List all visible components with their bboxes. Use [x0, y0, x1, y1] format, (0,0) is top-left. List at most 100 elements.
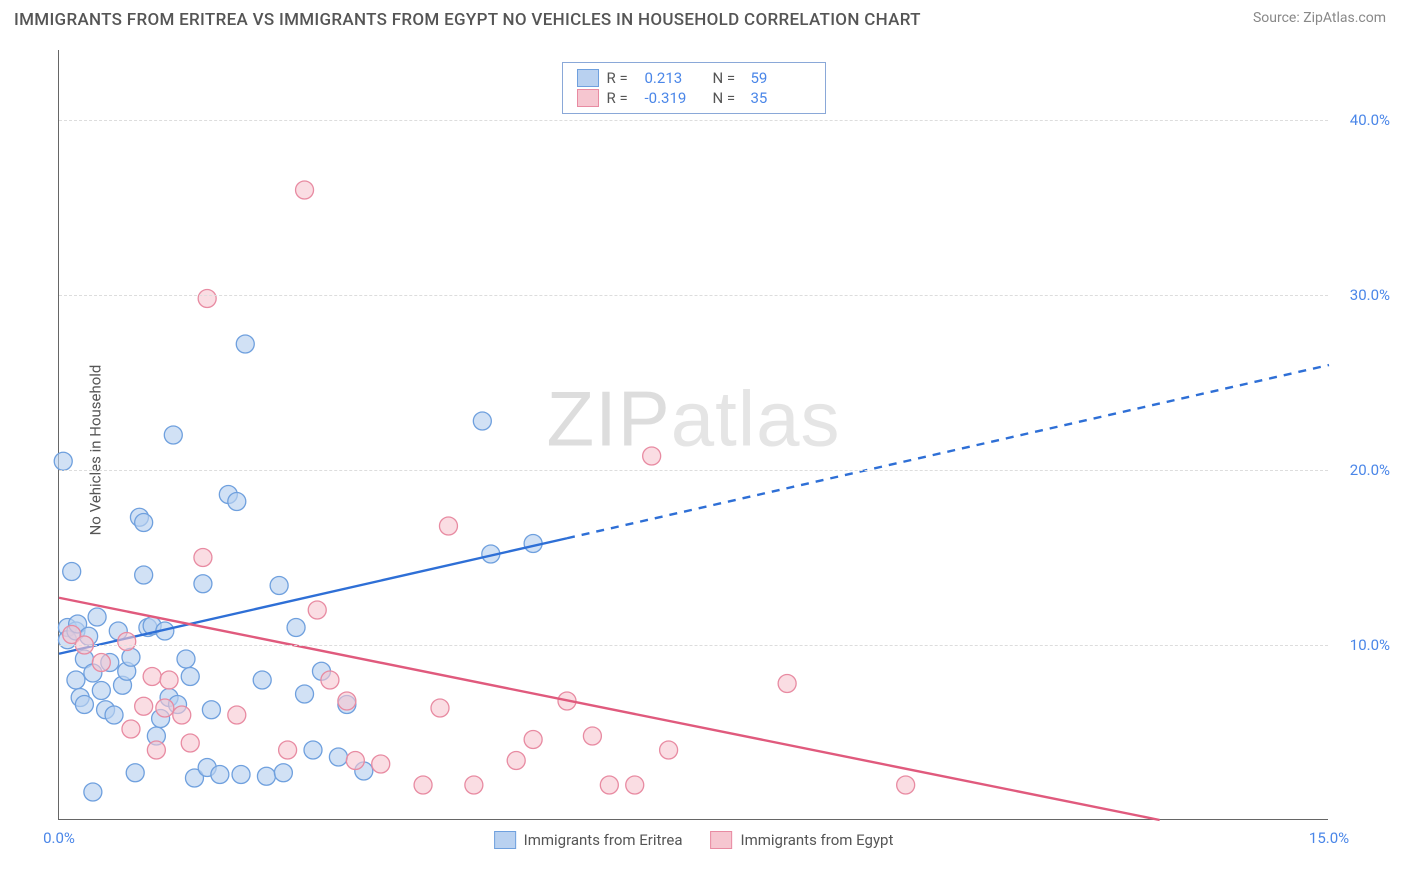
- r-label: R =: [607, 69, 637, 87]
- scatter-point-egypt: [524, 731, 542, 749]
- scatter-point-egypt: [296, 181, 314, 199]
- legend-item-eritrea: Immigrants from Eritrea: [494, 831, 683, 849]
- n-value-eritrea: 59: [751, 69, 811, 87]
- r-value-eritrea: 0.213: [645, 69, 705, 87]
- swatch-egypt: [577, 89, 599, 107]
- scatter-point-egypt: [346, 752, 364, 770]
- scatter-point-egypt: [507, 752, 525, 770]
- scatter-point-egypt: [173, 706, 191, 724]
- scatter-point-eritrea: [105, 706, 123, 724]
- scatter-point-egypt: [279, 741, 297, 759]
- scatter-point-egypt: [439, 517, 457, 535]
- gridline: [59, 295, 1328, 296]
- scatter-point-egypt: [465, 776, 483, 794]
- n-label: N =: [713, 89, 743, 107]
- chart-container: No Vehicles in Household ZIPatlas R = 0.…: [14, 40, 1394, 860]
- y-tick-label: 30.0%: [1350, 286, 1390, 304]
- scatter-point-eritrea: [164, 426, 182, 444]
- scatter-point-eritrea: [287, 619, 305, 637]
- scatter-point-egypt: [228, 706, 246, 724]
- scatter-point-egypt: [321, 671, 339, 689]
- scatter-point-egypt: [897, 776, 915, 794]
- swatch-egypt-bottom: [710, 831, 732, 849]
- scatter-point-egypt: [194, 549, 212, 567]
- scatter-point-eritrea: [304, 741, 322, 759]
- scatter-point-eritrea: [177, 650, 195, 668]
- legend-row-egypt: R = -0.319 N = 35: [577, 89, 811, 107]
- legend-label-eritrea: Immigrants from Eritrea: [524, 831, 683, 849]
- gridline: [59, 645, 1328, 646]
- plot-svg: [59, 50, 1328, 819]
- scatter-point-eritrea: [236, 335, 254, 353]
- y-tick-label: 10.0%: [1350, 636, 1390, 654]
- correlation-legend: R = 0.213 N = 59 R = -0.319 N = 35: [562, 62, 826, 114]
- scatter-point-egypt: [181, 734, 199, 752]
- scatter-point-egypt: [626, 776, 644, 794]
- trend-line-dashed-eritrea: [567, 365, 1329, 538]
- scatter-point-egypt: [643, 447, 661, 465]
- scatter-point-egypt: [198, 290, 216, 308]
- scatter-point-egypt: [372, 755, 390, 773]
- scatter-point-egypt: [660, 741, 678, 759]
- scatter-point-egypt: [308, 601, 326, 619]
- scatter-point-eritrea: [194, 575, 212, 593]
- scatter-point-egypt: [338, 692, 356, 710]
- scatter-point-eritrea: [88, 608, 106, 626]
- n-label: N =: [713, 69, 743, 87]
- legend-row-eritrea: R = 0.213 N = 59: [577, 69, 811, 87]
- scatter-point-eritrea: [84, 783, 102, 801]
- chart-title: IMMIGRANTS FROM ERITREA VS IMMIGRANTS FR…: [14, 10, 921, 30]
- gridline: [59, 470, 1328, 471]
- scatter-point-egypt: [600, 776, 618, 794]
- trend-line-eritrea: [59, 538, 567, 654]
- y-tick-label: 20.0%: [1350, 461, 1390, 479]
- scatter-point-egypt: [160, 671, 178, 689]
- x-tick-label: 0.0%: [43, 829, 75, 847]
- scatter-point-egypt: [778, 675, 796, 693]
- scatter-point-egypt: [135, 697, 153, 715]
- scatter-point-egypt: [156, 699, 174, 717]
- scatter-point-eritrea: [257, 767, 275, 785]
- scatter-point-egypt: [92, 654, 110, 672]
- n-value-egypt: 35: [751, 89, 811, 107]
- scatter-point-eritrea: [296, 685, 314, 703]
- scatter-point-eritrea: [181, 668, 199, 686]
- scatter-point-eritrea: [202, 701, 220, 719]
- plot-area: ZIPatlas R = 0.213 N = 59 R = -0.319 N =…: [58, 50, 1328, 820]
- scatter-point-egypt: [118, 633, 136, 651]
- gridline: [59, 120, 1328, 121]
- scatter-point-eritrea: [75, 696, 93, 714]
- legend-label-egypt: Immigrants from Egypt: [740, 831, 893, 849]
- scatter-point-eritrea: [211, 766, 229, 784]
- scatter-point-egypt: [431, 699, 449, 717]
- scatter-point-eritrea: [92, 682, 110, 700]
- scatter-point-eritrea: [122, 648, 140, 666]
- scatter-point-eritrea: [67, 671, 85, 689]
- scatter-point-eritrea: [270, 577, 288, 595]
- scatter-point-eritrea: [135, 566, 153, 584]
- scatter-point-eritrea: [135, 514, 153, 532]
- scatter-point-eritrea: [232, 766, 250, 784]
- swatch-eritrea: [577, 69, 599, 87]
- scatter-point-eritrea: [228, 493, 246, 511]
- scatter-point-egypt: [147, 741, 165, 759]
- scatter-point-egypt: [122, 720, 140, 738]
- scatter-point-eritrea: [63, 563, 81, 581]
- scatter-point-eritrea: [473, 412, 491, 430]
- scatter-point-egypt: [414, 776, 432, 794]
- legend-item-egypt: Immigrants from Egypt: [710, 831, 893, 849]
- scatter-point-egypt: [143, 668, 161, 686]
- series-legend: Immigrants from Eritrea Immigrants from …: [494, 831, 894, 849]
- swatch-eritrea-bottom: [494, 831, 516, 849]
- r-label: R =: [607, 89, 637, 107]
- scatter-point-eritrea: [329, 748, 347, 766]
- scatter-point-eritrea: [274, 764, 292, 782]
- scatter-point-eritrea: [54, 452, 72, 470]
- scatter-point-eritrea: [253, 671, 271, 689]
- r-value-egypt: -0.319: [645, 89, 705, 107]
- y-tick-label: 40.0%: [1350, 111, 1390, 129]
- scatter-point-eritrea: [126, 764, 144, 782]
- scatter-point-egypt: [583, 727, 601, 745]
- source-label: Source: ZipAtlas.com: [1253, 10, 1386, 26]
- x-tick-label: 15.0%: [1309, 829, 1349, 847]
